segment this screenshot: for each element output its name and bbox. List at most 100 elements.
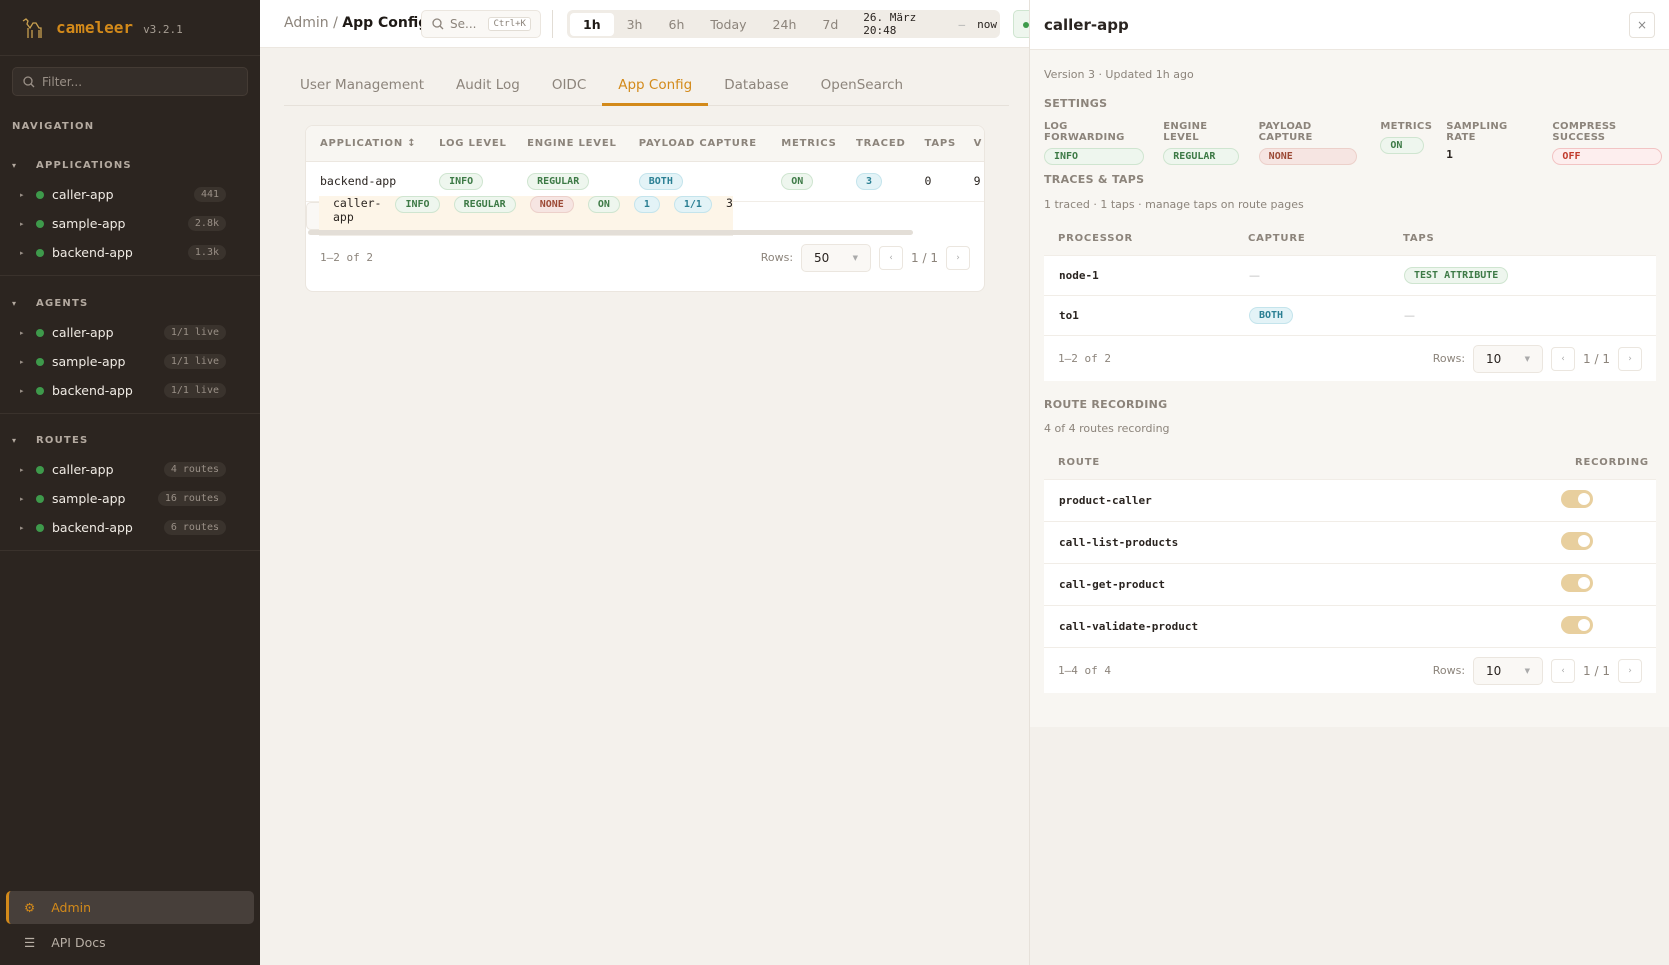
column-header[interactable]: METRICS bbox=[767, 126, 843, 162]
column-header[interactable]: PAYLOAD CAPTURE bbox=[624, 126, 768, 162]
sidebar-filter-input[interactable]: Filter... bbox=[12, 67, 248, 96]
settings-heading: SETTINGS bbox=[1044, 97, 1108, 110]
next-page-button[interactable]: › bbox=[1618, 346, 1642, 371]
cell-recording bbox=[1561, 520, 1656, 563]
status-dot bbox=[36, 248, 44, 257]
section-header[interactable]: ▾ AGENTS bbox=[0, 288, 260, 318]
close-button[interactable]: × bbox=[1629, 12, 1655, 38]
cell-log_level: INFO bbox=[425, 161, 514, 202]
setting-value-badge[interactable]: INFO bbox=[1044, 148, 1144, 165]
range-to[interactable]: now bbox=[977, 17, 997, 31]
sidebar-item-caller-app[interactable]: ▸ caller-app 441 bbox=[0, 180, 260, 209]
rows-per-page-select[interactable]: 50 ▼ bbox=[801, 243, 872, 272]
breadcrumb-current: App Config bbox=[342, 15, 429, 31]
sidebar-item-caller-app[interactable]: ▸ caller-app 1/1 live bbox=[0, 318, 260, 347]
time-range-1h[interactable]: 1h bbox=[570, 12, 614, 36]
setting-value-badge[interactable]: OFF bbox=[1552, 148, 1663, 165]
setting-value[interactable]: 1 bbox=[1446, 148, 1453, 161]
trace-row[interactable]: node-1 — TEST ATTRIBUTE bbox=[1044, 254, 1656, 295]
recording-toggle[interactable] bbox=[1561, 615, 1593, 634]
next-page-button[interactable]: › bbox=[1618, 658, 1642, 683]
tab-user-management[interactable]: User Management bbox=[300, 77, 424, 93]
setting-value-badge[interactable]: REGULAR bbox=[1163, 148, 1240, 165]
prev-page-button[interactable]: ‹ bbox=[1551, 346, 1576, 371]
time-range-3h[interactable]: 3h bbox=[626, 16, 643, 32]
column-header[interactable]: APPLICATION ↕ bbox=[306, 126, 426, 162]
route-name[interactable]: call-validate-product bbox=[1059, 619, 1199, 633]
column-header[interactable]: V bbox=[959, 126, 984, 162]
sidebar-item-admin[interactable]: ⚙ Admin bbox=[6, 891, 254, 924]
breadcrumb-admin[interactable]: Admin bbox=[284, 15, 329, 31]
cell-taps: — bbox=[1389, 294, 1656, 335]
range-from[interactable]: 26. März 20:48 bbox=[863, 11, 917, 37]
tab-oidc[interactable]: OIDC bbox=[551, 77, 587, 93]
setting-value-badge[interactable]: NONE bbox=[1258, 148, 1357, 165]
recording-toggle[interactable] bbox=[1561, 573, 1593, 592]
recording-toggle[interactable] bbox=[1561, 531, 1593, 550]
route-name[interactable]: product-caller bbox=[1059, 493, 1152, 507]
tab-app-config[interactable]: App Config bbox=[602, 66, 709, 106]
section-header[interactable]: ▾ ROUTES bbox=[0, 425, 260, 455]
cell-capture: — bbox=[1234, 254, 1389, 295]
status-dot bbox=[36, 190, 44, 199]
tab-database[interactable]: Database bbox=[724, 77, 789, 93]
caret-right-icon: ▸ bbox=[20, 386, 24, 395]
sidebar-section-applications: ▾ APPLICATIONS ▸ caller-app 441 ▸ sample-app 2.… bbox=[0, 150, 260, 276]
tab-opensearch[interactable]: OpenSearch bbox=[820, 77, 904, 93]
divider bbox=[552, 10, 553, 38]
section-header[interactable]: ▾ APPLICATIONS bbox=[0, 150, 260, 180]
setting-label: LOG FORWARDING bbox=[1044, 121, 1125, 143]
sidebar-item-backend-app[interactable]: ▸ backend-app 6 routes bbox=[0, 513, 260, 542]
column-header[interactable]: LOG LEVEL bbox=[425, 126, 514, 162]
sidebar-item-sample-app[interactable]: ▸ sample-app 16 routes bbox=[0, 484, 260, 513]
search-button[interactable]: Se... Ctrl+K bbox=[421, 10, 541, 38]
routes-rows-select[interactable]: 10 ▼ bbox=[1473, 656, 1544, 685]
time-range-6h[interactable]: 6h bbox=[668, 16, 685, 32]
prev-page-button[interactable]: ‹ bbox=[1551, 658, 1576, 683]
time-range-7d[interactable]: 7d bbox=[822, 16, 839, 32]
prev-page-button[interactable]: ‹ bbox=[879, 245, 904, 270]
route-row: call-list-products bbox=[1044, 520, 1656, 563]
next-page-button[interactable]: › bbox=[946, 245, 970, 270]
navigation-label: NAVIGATION bbox=[12, 121, 95, 132]
trace-row[interactable]: to1 BOTH — bbox=[1044, 294, 1656, 335]
page-indicator: 1 / 1 bbox=[911, 250, 938, 265]
caret-right-icon: ▸ bbox=[20, 219, 24, 228]
route-name[interactable]: call-list-products bbox=[1059, 535, 1179, 549]
column-header[interactable]: TAPS bbox=[910, 126, 960, 162]
logo[interactable]: cameleer v3.2.1 bbox=[0, 0, 260, 56]
taps-badge[interactable]: TEST ATTRIBUTE bbox=[1404, 266, 1509, 284]
recording-toggle[interactable] bbox=[1561, 489, 1593, 508]
column-header[interactable]: TRACED bbox=[842, 126, 911, 162]
metrics-badge: ON bbox=[781, 172, 814, 190]
cell-taps: 0 bbox=[910, 161, 960, 202]
traces-rows-select[interactable]: 10 ▼ bbox=[1473, 344, 1544, 373]
time-range-24h[interactable]: 24h bbox=[772, 16, 797, 32]
scrollbar-thumb[interactable] bbox=[308, 229, 913, 235]
sidebar-item-caller-app[interactable]: ▸ caller-app 4 routes bbox=[0, 455, 260, 484]
time-range-Today[interactable]: Today bbox=[710, 16, 747, 32]
horizontal-scrollbar[interactable] bbox=[306, 229, 984, 235]
item-label: sample-app bbox=[52, 354, 126, 369]
traces-heading: TRACES & TAPS bbox=[1044, 173, 1145, 186]
setting-label: COMPRESS SUCCESS bbox=[1552, 121, 1617, 143]
log_level-badge: INFO bbox=[395, 195, 440, 213]
route-row: call-get-product bbox=[1044, 562, 1656, 605]
sidebar-item-api-docs[interactable]: ☰ API Docs bbox=[9, 926, 257, 959]
sidebar-item-sample-app[interactable]: ▸ sample-app 2.8k bbox=[0, 209, 260, 238]
cell-route: call-get-product bbox=[1044, 562, 1561, 605]
sidebar-item-backend-app[interactable]: ▸ backend-app 1/1 live bbox=[0, 376, 260, 405]
table-row[interactable]: backend-app INFO REGULAR BOTH ON 3 0 9 bbox=[306, 161, 984, 202]
route-name[interactable]: call-get-product bbox=[1059, 577, 1165, 591]
table-row[interactable]: caller-app INFO REGULAR NONE ON 1 1/1 3 bbox=[306, 195, 733, 236]
sidebar-item-sample-app[interactable]: ▸ sample-app 1/1 live bbox=[0, 347, 260, 376]
cell-recording bbox=[1561, 604, 1656, 647]
column-header[interactable]: ENGINE LEVEL bbox=[513, 126, 625, 162]
top-bar: Admin / App Config Se... Ctrl+K 1h 3h 6h To… bbox=[260, 0, 1043, 48]
tab-audit-log[interactable]: Audit Log bbox=[456, 77, 520, 93]
setting-payload-capture: PAYLOAD CAPTURE NONE bbox=[1258, 121, 1367, 165]
setting-value-badge[interactable]: ON bbox=[1380, 137, 1425, 154]
sidebar-item-backend-app[interactable]: ▸ backend-app 1.3k bbox=[0, 238, 260, 267]
api-docs-label: API Docs bbox=[51, 935, 106, 950]
cell-route: call-list-products bbox=[1044, 520, 1561, 563]
